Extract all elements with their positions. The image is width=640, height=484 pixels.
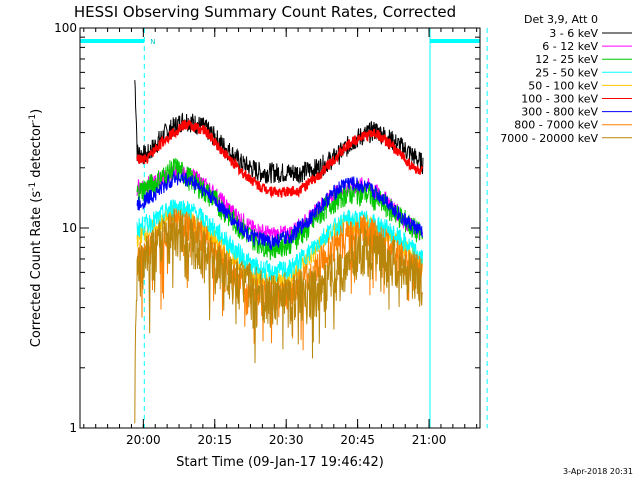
legend-label-6: 300 - 800 keV — [521, 106, 598, 119]
x-tick-label-1: 20:15 — [197, 433, 232, 447]
chart-title: HESSI Observing Summary Count Rates, Cor… — [74, 3, 456, 21]
y-tick-label-0: 1 — [69, 421, 77, 435]
legend-label-8: 7000 - 20000 keV — [500, 132, 598, 145]
y-axis-label-detector: detector — [29, 122, 44, 182]
y-axis-label-main: Corrected Count Rate (s — [29, 191, 44, 348]
legend-label-3: 25 - 50 keV — [535, 66, 598, 79]
y-axis-label-close: ) — [29, 109, 44, 114]
legend-label-1: 6 - 12 keV — [542, 40, 598, 53]
legend-label-0: 3 - 6 keV — [549, 27, 598, 40]
legend-label-7: 800 - 7000 keV — [514, 119, 598, 132]
legend-label-2: 12 - 25 keV — [535, 53, 598, 66]
state-bar-label-0: N — [150, 38, 155, 46]
y-tick-label-2: 100 — [54, 21, 77, 35]
legend-label-5: 100 - 300 keV — [521, 93, 598, 106]
series-line-6 — [136, 170, 423, 251]
y-axis-label: Corrected Count Rate (s-1 detector-1) — [28, 109, 44, 347]
x-tick-label-2: 20:30 — [269, 433, 304, 447]
plot-area: N — [79, 28, 488, 428]
x-tick-label-4: 21:00 — [412, 433, 447, 447]
x-axis-label: Start Time (09-Jan-17 19:46:42) — [176, 455, 384, 470]
x-tick-label-0: 20:00 — [126, 433, 161, 447]
series-line-8 — [134, 209, 423, 424]
x-axis: 20:00 20:15 20:30 20:45 21:00 — [83, 28, 478, 447]
series-line-2 — [136, 157, 423, 261]
legend-label-4: 50 - 100 keV — [528, 79, 598, 92]
footer-timestamp: 3-Apr-2018 20:31 — [563, 467, 633, 476]
y-axis: 1 10 100 — [54, 21, 480, 435]
series-line-5 — [136, 118, 424, 199]
y-axis-label-exp1: -1 — [28, 182, 38, 191]
legend-title: Det 3,9, Att 0 — [524, 13, 598, 26]
y-tick-label-1: 10 — [62, 221, 77, 235]
x-tick-label-3: 20:45 — [340, 433, 375, 447]
y-axis-label-exp2: -1 — [28, 114, 38, 123]
